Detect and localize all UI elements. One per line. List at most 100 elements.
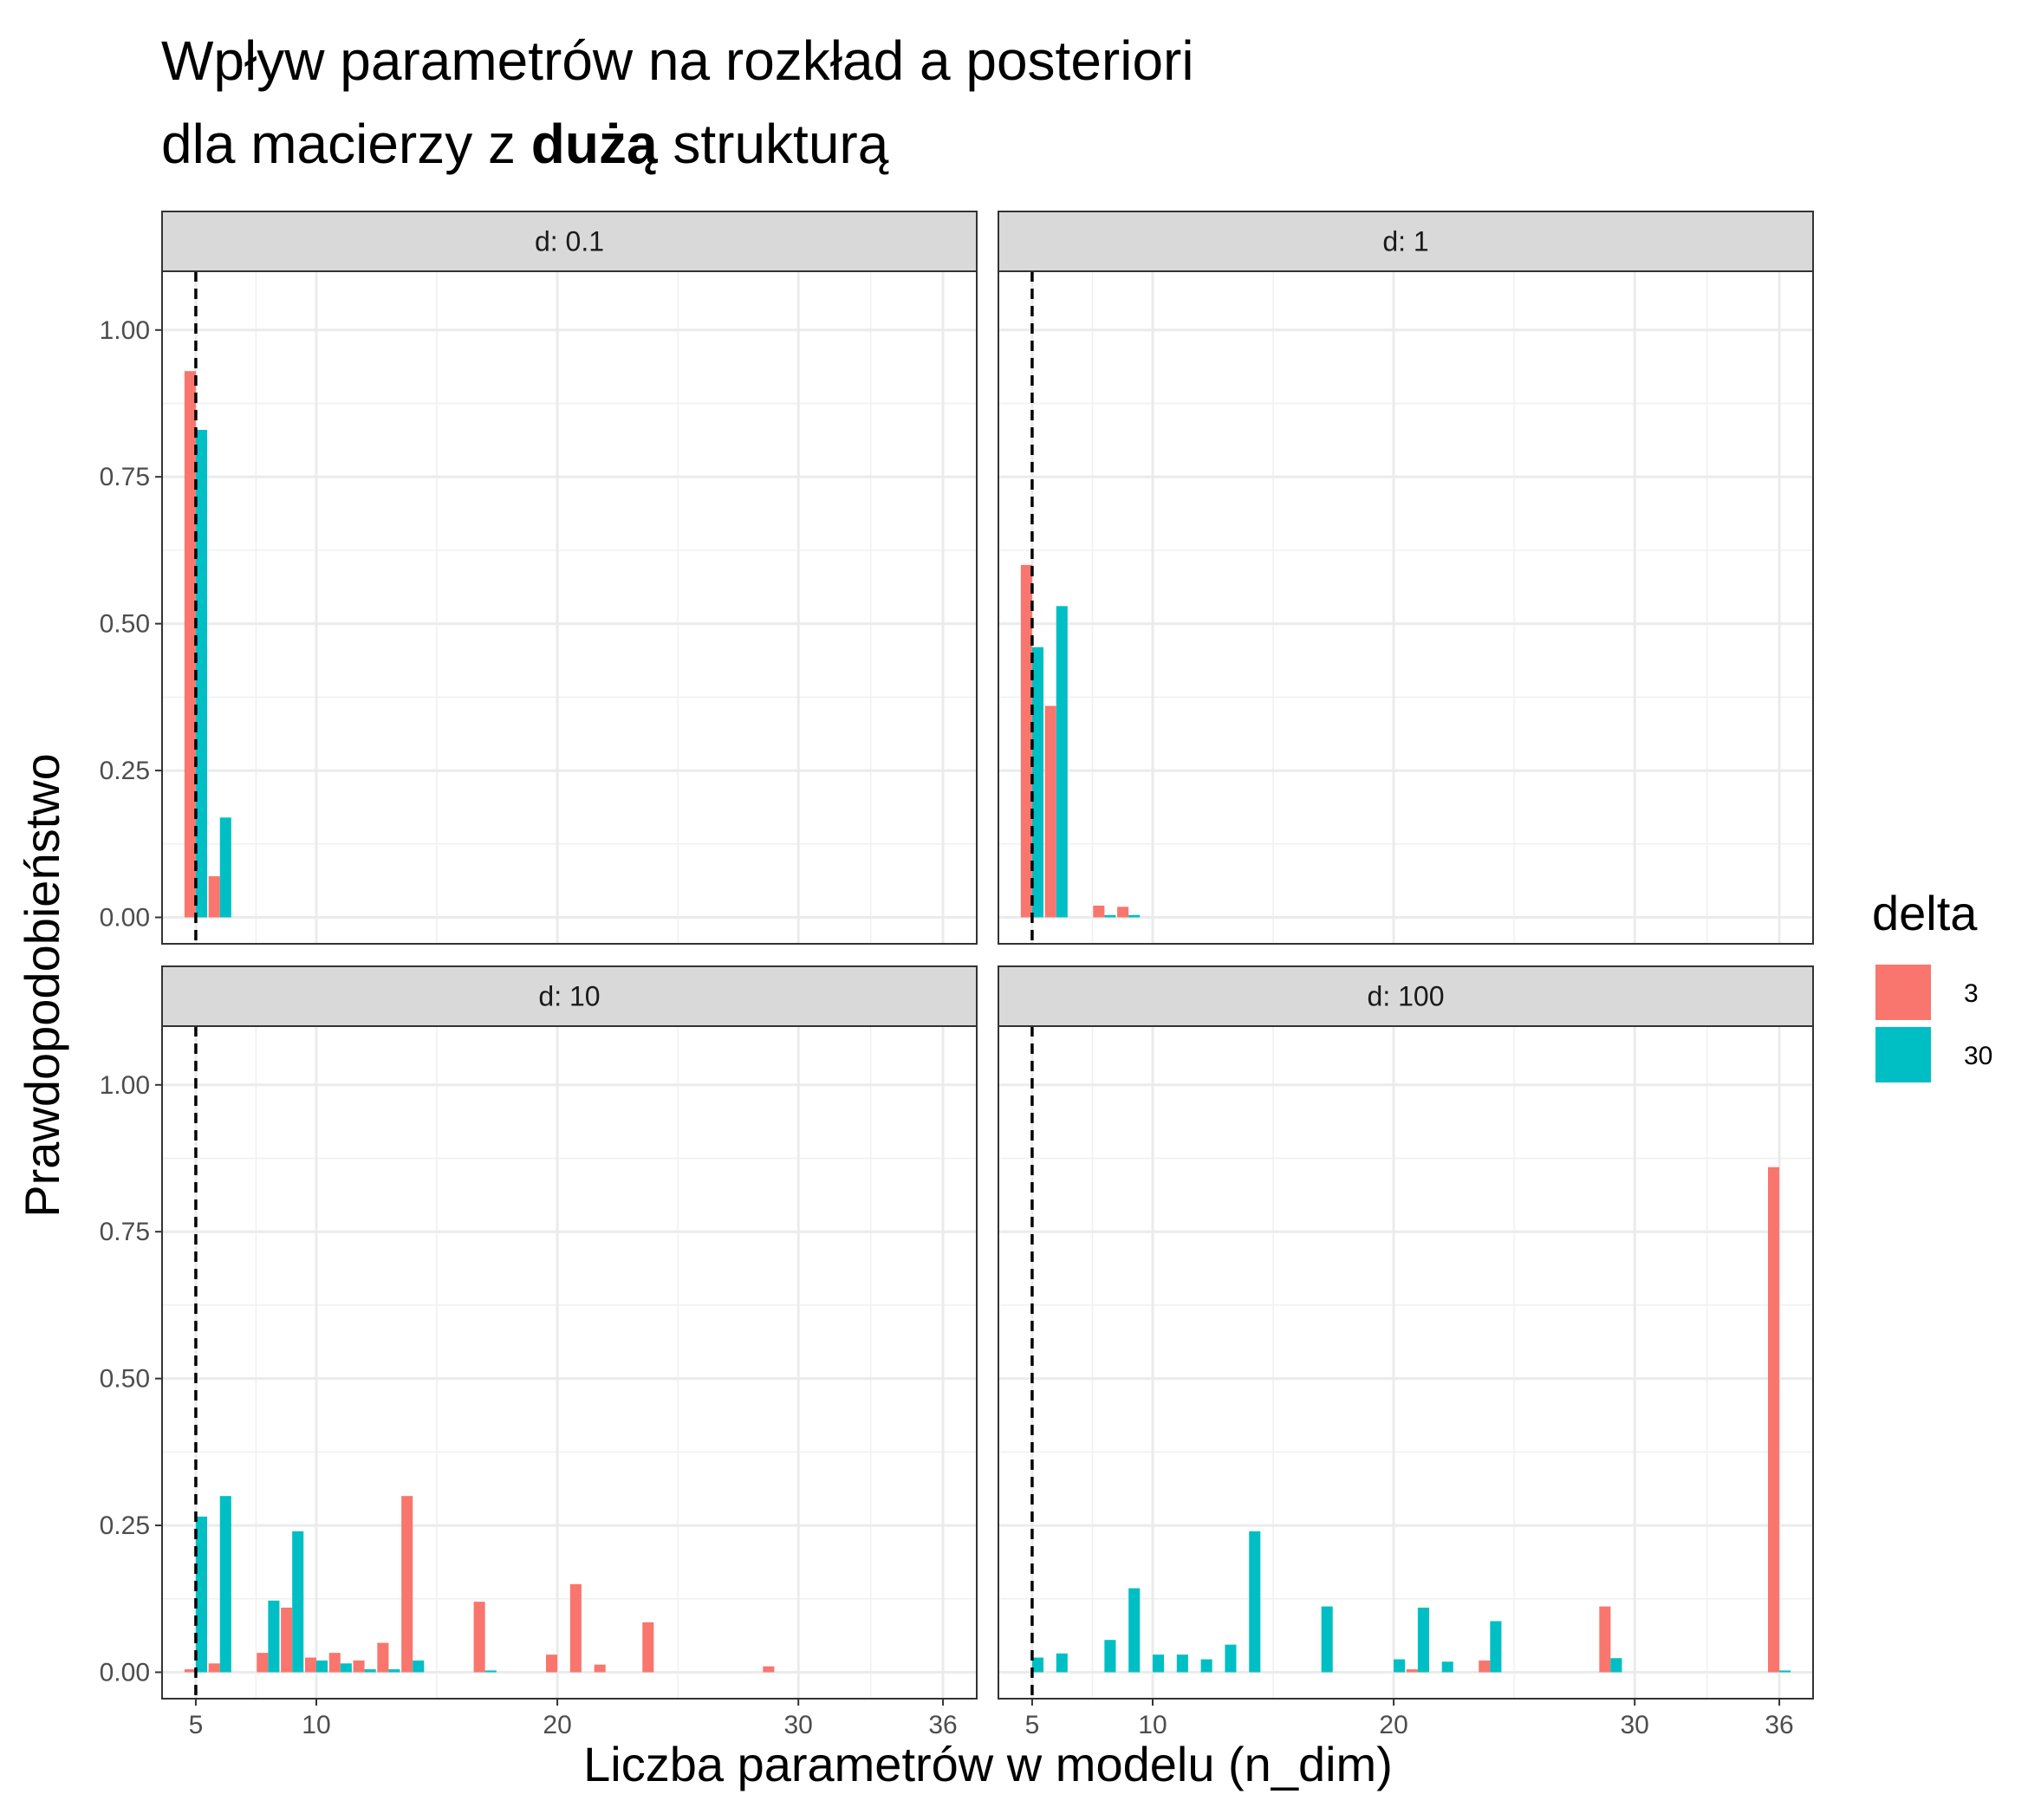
bar [1321, 1606, 1333, 1673]
panel-border [998, 1025, 1814, 1700]
bar [377, 1642, 389, 1673]
panel-background [998, 1026, 1813, 1699]
x-tick-label: 30 [784, 1711, 813, 1739]
bar [484, 1670, 497, 1673]
legend-swatch [1875, 1027, 1931, 1082]
bar [1020, 564, 1032, 918]
panel-background [162, 271, 977, 944]
bar [292, 1531, 304, 1673]
facet-label: d: 0.1 [535, 226, 604, 257]
x-tick-label: 10 [1138, 1711, 1167, 1739]
bar [184, 1669, 196, 1673]
bar [594, 1664, 606, 1673]
y-tick-label: 0.00 [100, 1659, 150, 1687]
bar [1779, 1670, 1791, 1673]
bar [1200, 1659, 1212, 1673]
facet-strip [998, 965, 1814, 1027]
x-tick-label: 5 [189, 1711, 204, 1739]
bar [268, 1600, 280, 1673]
x-tick-label: 30 [1621, 1711, 1649, 1739]
bar [195, 1516, 208, 1673]
bar [1610, 1658, 1622, 1673]
panel-border [161, 270, 978, 945]
bar [569, 1583, 582, 1673]
facet-strip [161, 211, 978, 272]
legend-swatch [1875, 965, 1931, 1020]
bar [1128, 1588, 1141, 1673]
bar [1490, 1621, 1502, 1673]
facet-label: d: 100 [1368, 981, 1445, 1012]
bar [208, 876, 220, 918]
bar [328, 1653, 341, 1673]
legend-label: 30 [1964, 1042, 1992, 1070]
bar [184, 371, 196, 918]
bar [1152, 1654, 1165, 1673]
y-tick-label: 0.50 [100, 1365, 150, 1394]
facet-label: d: 10 [538, 981, 600, 1012]
bar [642, 1622, 654, 1673]
bar [1104, 1640, 1116, 1673]
bar [413, 1660, 425, 1673]
bar [388, 1669, 400, 1673]
y-tick-label: 0.75 [100, 463, 150, 491]
bar [1056, 1653, 1068, 1673]
y-tick-label: 1.00 [100, 316, 150, 345]
y-axis-title: Prawdopodobieństwo [15, 753, 69, 1217]
y-tick-label: 0.50 [100, 610, 150, 639]
bar [364, 1669, 376, 1673]
bar [1767, 1167, 1780, 1673]
bar [281, 1607, 293, 1673]
y-tick-label: 0.75 [100, 1218, 150, 1246]
bar [208, 1663, 220, 1673]
x-tick-label: 5 [1025, 1711, 1040, 1739]
bar [1128, 914, 1141, 918]
panel-border [998, 270, 1814, 945]
bar [1176, 1654, 1188, 1673]
bar [1044, 705, 1056, 918]
bar [1225, 1644, 1237, 1673]
bar [1406, 1669, 1418, 1673]
bar [1441, 1661, 1453, 1673]
bar [195, 429, 208, 918]
bar [473, 1602, 485, 1673]
bar [353, 1660, 365, 1673]
chart-title: Wpływ parametrów na rozkład a posteriori… [161, 19, 1194, 185]
bar [340, 1663, 352, 1673]
bar [1056, 606, 1068, 918]
bar [315, 1660, 328, 1673]
facet-label: d: 1 [1382, 226, 1428, 257]
bar [401, 1496, 413, 1673]
title-line-2-post: strukturą [657, 113, 889, 175]
x-tick-label: 10 [302, 1711, 330, 1739]
bar [1031, 1657, 1044, 1673]
bar [219, 817, 231, 918]
y-tick-label: 0.25 [100, 1511, 150, 1540]
title-line-2-pre: dla macierzy z [161, 113, 531, 175]
bar [257, 1653, 269, 1673]
bar [763, 1666, 775, 1673]
panel-background [162, 1026, 977, 1699]
legend-title: delta [1872, 886, 1978, 940]
bar [1031, 647, 1044, 918]
bar [1093, 905, 1105, 918]
bar [1599, 1606, 1611, 1673]
panel-border [161, 1025, 978, 1700]
bar [1249, 1531, 1261, 1673]
bar [1479, 1660, 1491, 1673]
facet-strip [161, 965, 978, 1027]
panel-background [998, 271, 1813, 944]
y-tick-label: 1.00 [100, 1071, 150, 1100]
bar [546, 1654, 558, 1673]
legend-label: 3 [1964, 979, 1979, 1008]
bar [1417, 1607, 1429, 1673]
bar [304, 1657, 316, 1673]
x-tick-label: 20 [1379, 1711, 1407, 1739]
bar [219, 1496, 231, 1673]
y-tick-label: 0.25 [100, 757, 150, 785]
bar [1104, 914, 1116, 918]
x-tick-label: 20 [543, 1711, 571, 1739]
bar [1117, 907, 1129, 918]
title-line-2-bold: dużą [530, 113, 658, 175]
x-tick-label: 36 [928, 1711, 957, 1739]
